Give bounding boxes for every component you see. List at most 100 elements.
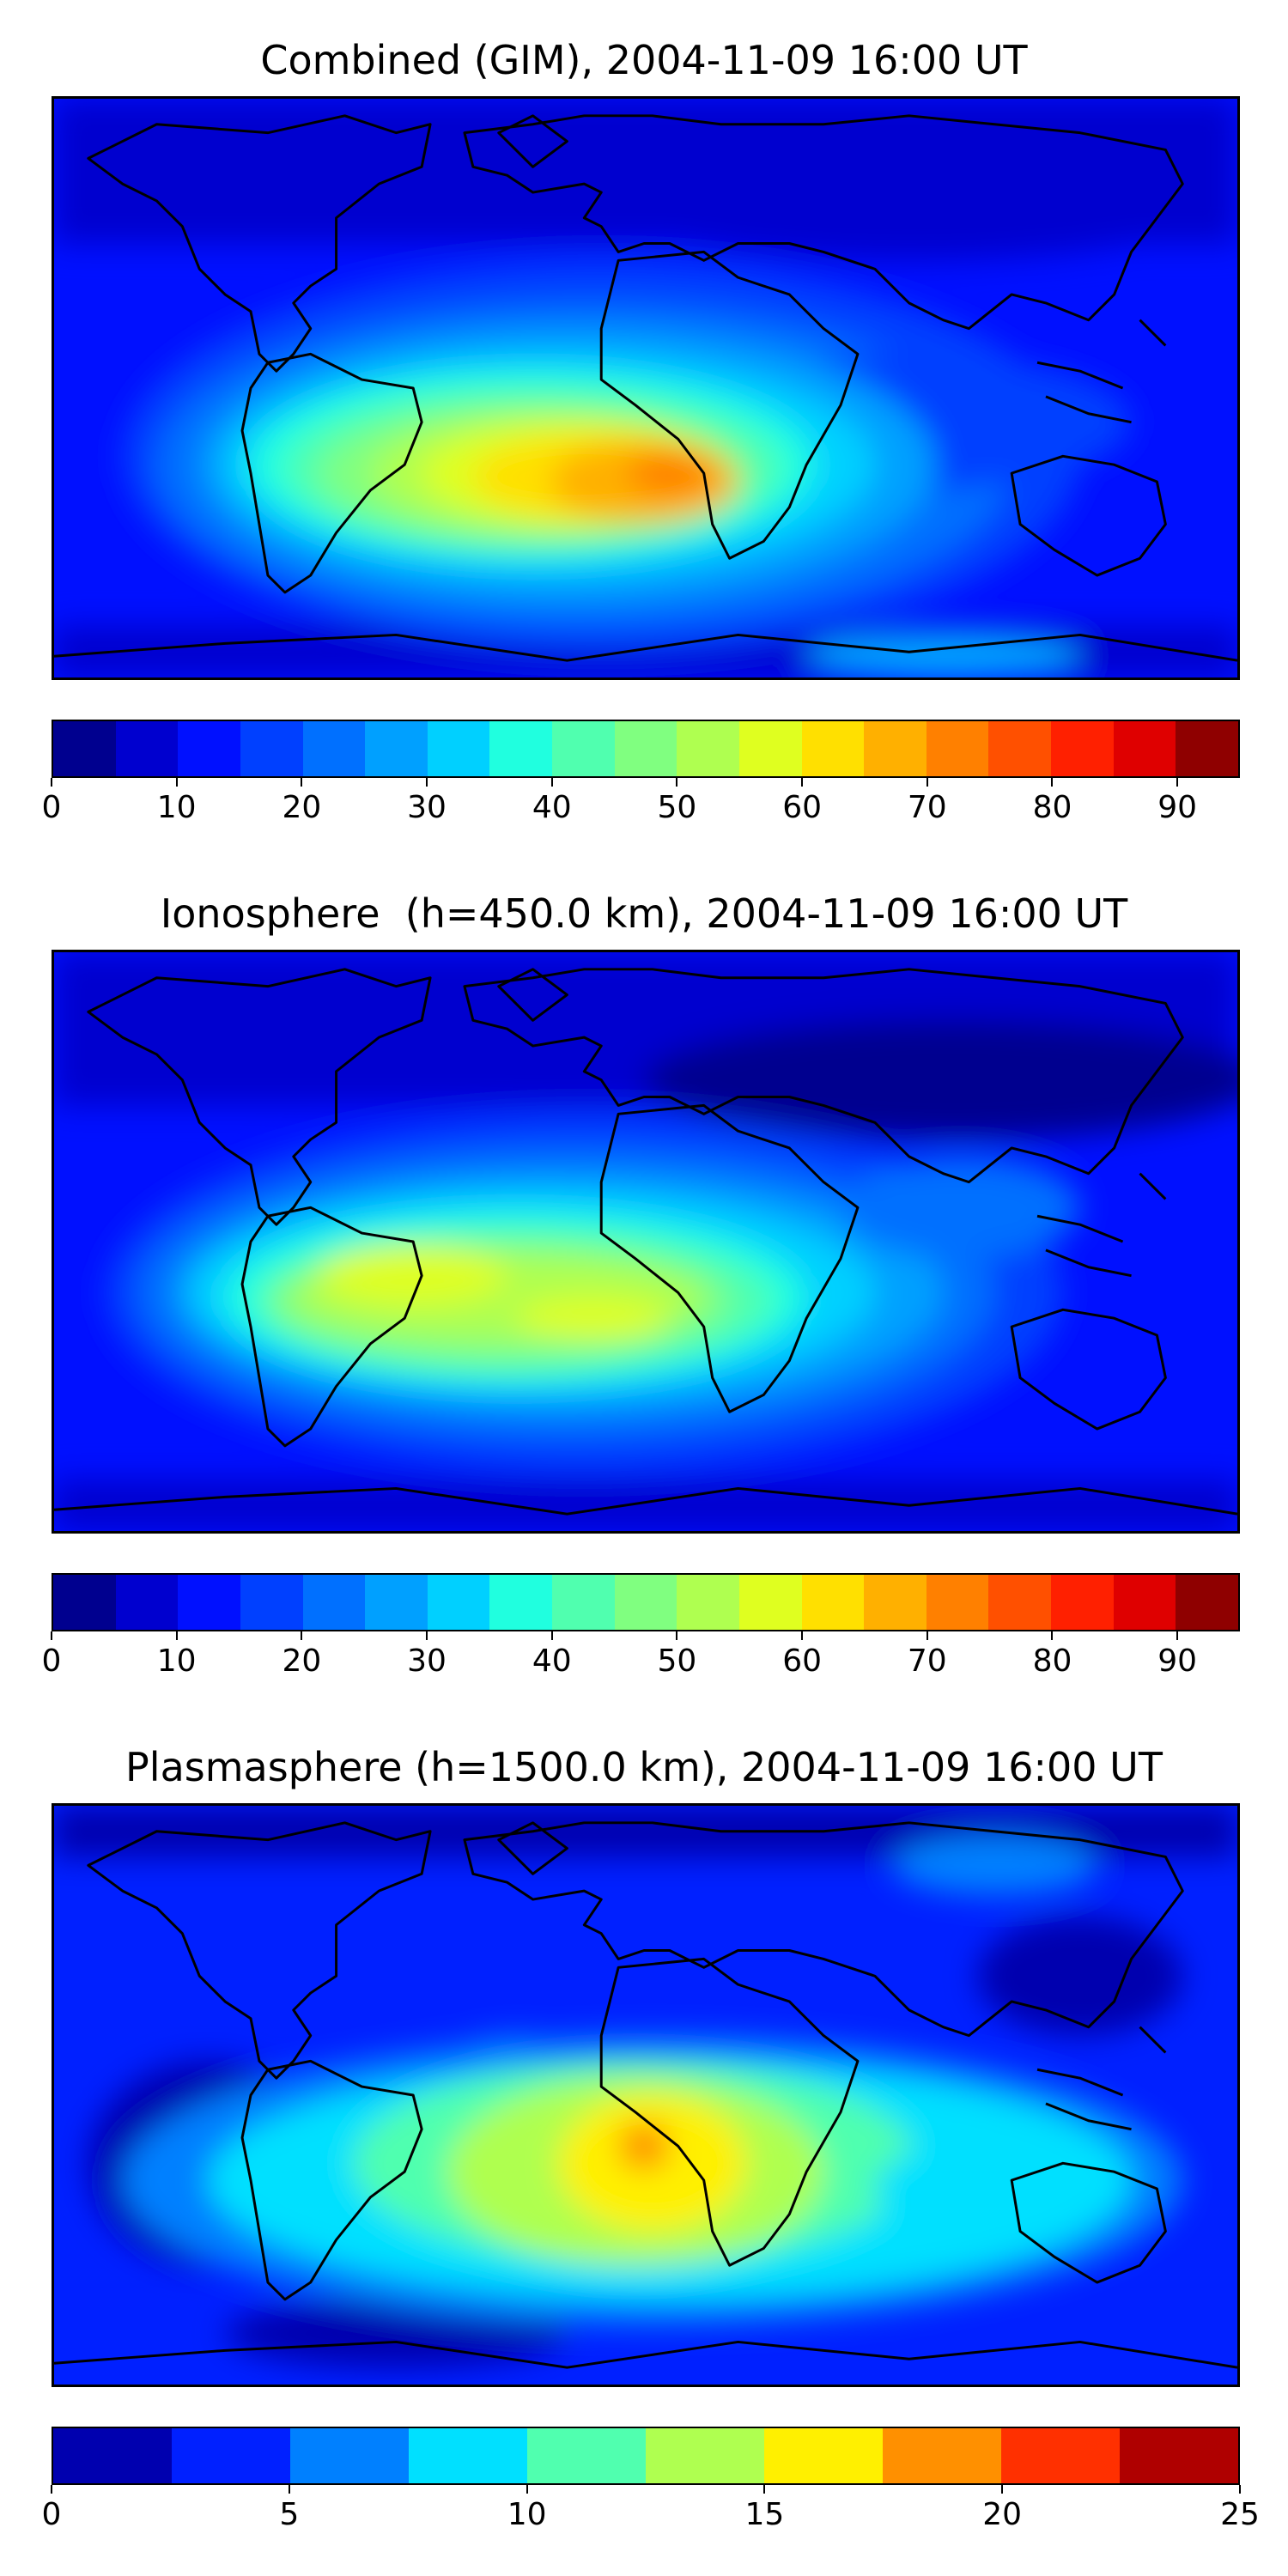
colorbar-tick-label: 40 <box>532 1643 572 1679</box>
colorbar-tick-mark <box>426 1631 428 1640</box>
colorbar-tick-mark <box>550 778 553 787</box>
colorbar-segment <box>883 2428 1001 2483</box>
colorbar-segment <box>302 721 366 776</box>
colorbar-plasmasphere <box>52 2427 1240 2485</box>
colorbar-segment <box>365 1575 428 1630</box>
map-svg-combined <box>54 99 1237 677</box>
colorbar-tick-mark <box>926 778 928 787</box>
colorbar-segment <box>801 721 865 776</box>
colorbar-ticks-combined: 0 10 20 30 40 50 60 70 80 90 <box>42 778 1240 829</box>
colorbar-segment <box>864 1575 927 1630</box>
coastlines <box>54 968 1237 1516</box>
colorbar-segment <box>677 721 739 776</box>
colorbar-tick-mark <box>550 1631 553 1640</box>
colorbar-segment <box>240 721 303 776</box>
colorbar-tick-mark <box>1051 1631 1054 1640</box>
colorbar-segment <box>409 2428 527 2483</box>
colorbar-segment <box>738 1575 802 1630</box>
colorbar-tick-label: 80 <box>1032 1643 1072 1679</box>
map-svg-plasmasphere <box>54 1806 1237 2385</box>
colorbar-segment <box>1051 1575 1114 1630</box>
colorbar-segment <box>527 2428 646 2483</box>
colorbar-tick-label: 20 <box>982 2497 1023 2532</box>
colorbar-ticks-ionosphere: 0 10 20 30 40 50 60 70 80 90 <box>42 1631 1240 1683</box>
colorbar-tick-label: 10 <box>156 1643 197 1679</box>
colorbar-tick-mark <box>426 778 428 787</box>
colorbar-tick-label: 50 <box>657 1643 697 1679</box>
colorbar-segment <box>489 1575 552 1630</box>
field-contours <box>54 99 1237 677</box>
colorbar-tick-mark <box>926 1631 928 1640</box>
colorbar-tick-mark <box>1051 778 1054 787</box>
colorbar-segment <box>988 721 1051 776</box>
colorbar-segment <box>1001 2428 1120 2483</box>
colorbar-tick-mark <box>801 1631 804 1640</box>
colorbar-tick-mark <box>676 778 678 787</box>
colorbar-segment <box>178 721 240 776</box>
panel-title-ionosphere: Ionosphere (h=450.0 km), 2004-11-09 16:0… <box>160 890 1128 937</box>
colorbar-segment <box>302 1575 366 1630</box>
colorbar-tick-label: 5 <box>279 2497 300 2532</box>
colorbar-segment <box>172 2428 290 2483</box>
colorbar-tick-mark <box>1176 778 1179 787</box>
colorbar-segment <box>614 1575 677 1630</box>
colorbar-segment <box>489 721 552 776</box>
colorbar-tick-mark <box>526 2485 528 2494</box>
colorbar-segment <box>427 721 490 776</box>
colorbar-tick-mark <box>51 2485 52 2494</box>
colorbar-tick-label: 10 <box>507 2497 547 2532</box>
colorbar-segment <box>53 1575 116 1630</box>
colorbar-segment <box>365 721 428 776</box>
colorbar-tick-label: 20 <box>282 1643 322 1679</box>
colorbar-segment <box>552 721 615 776</box>
colorbar-segment <box>1120 2428 1238 2483</box>
colorbar-segment <box>53 2428 172 2483</box>
colorbar-segment <box>240 1575 303 1630</box>
colorbar-tick-label: 80 <box>1032 790 1072 825</box>
colorbar-ticks-plasmasphere: 0 5 10 15 20 25 <box>42 2485 1260 2537</box>
colorbar-segment <box>1113 1575 1176 1630</box>
map-ionosphere <box>52 950 1240 1534</box>
colorbar-tick-mark <box>175 778 178 787</box>
colorbar-tick-label: 30 <box>407 1643 447 1679</box>
colorbar-tick-mark <box>801 778 804 787</box>
colorbar-segment <box>115 721 179 776</box>
colorbar-tick-label: 30 <box>407 790 447 825</box>
colorbar-tick-label: 15 <box>744 2497 785 2532</box>
colorbar-tick-mark <box>763 2485 766 2494</box>
coastlines <box>54 1821 1237 2369</box>
map-svg-ionosphere <box>54 952 1237 1531</box>
colorbar-tick-mark <box>51 1631 52 1640</box>
colorbar-tick-label: 10 <box>156 790 197 825</box>
panel-title-plasmasphere: Plasmasphere (h=1500.0 km), 2004-11-09 1… <box>125 1744 1163 1790</box>
colorbar-segment <box>552 1575 615 1630</box>
colorbar-segment <box>988 1575 1051 1630</box>
colorbar-segment <box>738 721 802 776</box>
colorbar-segment <box>926 1575 989 1630</box>
colorbar-ionosphere <box>52 1573 1240 1631</box>
colorbar-segment <box>53 721 116 776</box>
panel-title-combined: Combined (GIM), 2004-11-09 16:00 UT <box>260 37 1028 83</box>
coastlines <box>54 114 1237 662</box>
colorbar-segment <box>926 721 989 776</box>
colorbar-segment <box>677 1575 739 1630</box>
colorbar-segment <box>1176 721 1238 776</box>
colorbar-tick-mark <box>676 1631 678 1640</box>
map-plasmasphere <box>52 1803 1240 2387</box>
colorbar-segment <box>1176 1575 1238 1630</box>
colorbar-tick-mark <box>1001 2485 1004 2494</box>
colorbar-tick-mark <box>301 1631 303 1640</box>
colorbar-tick-label: 25 <box>1220 2497 1260 2532</box>
colorbar-segment <box>801 1575 865 1630</box>
field-contours <box>54 1806 1237 2368</box>
colorbar-segment <box>1051 721 1114 776</box>
colorbar-tick-label: 20 <box>282 790 322 825</box>
colorbar-tick-label: 90 <box>1157 790 1198 825</box>
colorbar-tick-mark <box>1239 2485 1241 2494</box>
colorbar-segment <box>290 2428 409 2483</box>
colorbar-segment <box>614 721 677 776</box>
colorbar-tick-label: 40 <box>532 790 572 825</box>
colorbar-segment <box>764 2428 883 2483</box>
colorbar-tick-mark <box>51 778 52 787</box>
colorbar-segment <box>427 1575 490 1630</box>
